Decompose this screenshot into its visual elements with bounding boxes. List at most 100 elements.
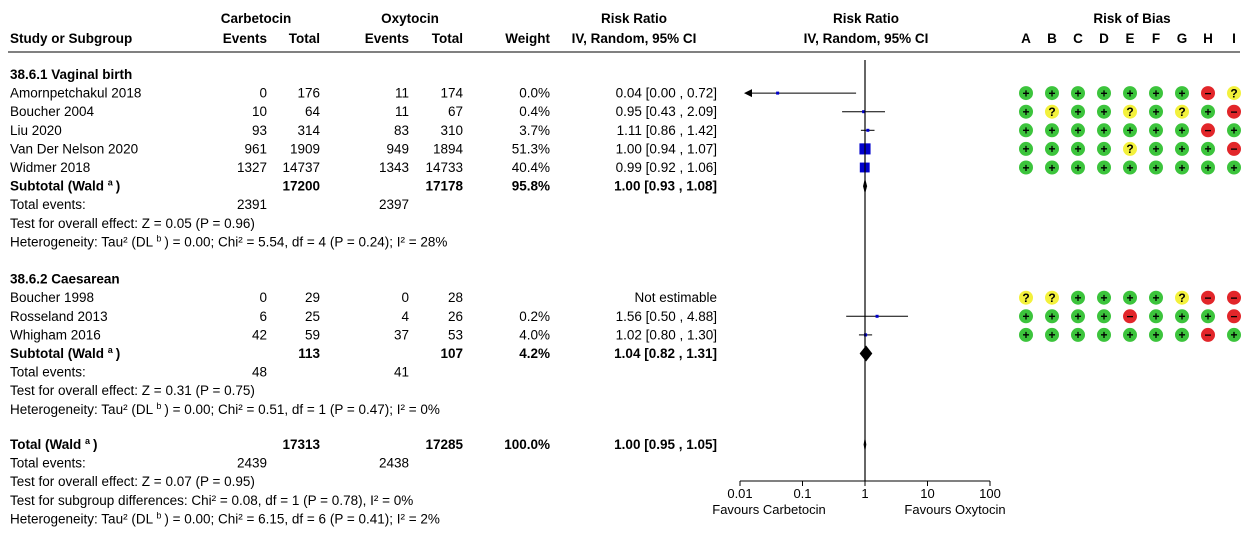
bias-judgement-low-icon: +: [1019, 309, 1033, 324]
bias-dot: [1201, 86, 1215, 101]
bias-dot: [1201, 141, 1215, 156]
total-events-label: Total events:: [10, 365, 86, 380]
bias-symbol: +: [1230, 124, 1237, 138]
bias-dot: [1175, 104, 1189, 119]
bias-judgement-low-icon: +: [1175, 123, 1189, 138]
bias-symbol: +: [1074, 105, 1081, 119]
carbetocin-total: 1909: [290, 141, 320, 156]
bias-dot: [1045, 141, 1059, 156]
bias-dot: [1175, 290, 1189, 305]
bias-symbol: +: [1048, 142, 1055, 156]
bias-judgement-unclear-icon: ?: [1019, 290, 1033, 305]
total-events-oxytocin: 2397: [379, 197, 409, 212]
bias-dot: [1019, 123, 1033, 138]
bias-judgement-low-icon: +: [1201, 160, 1215, 175]
bias-dot: [1097, 160, 1111, 175]
subtotal-ci: 1.04 [0.82 , 1.31]: [614, 346, 717, 361]
oxytocin-total: 310: [440, 123, 463, 138]
bias-judgement-low-icon: +: [1227, 160, 1241, 175]
bias-symbol: +: [1178, 142, 1185, 156]
bias-dot: [1201, 309, 1215, 324]
bias-dot: [1227, 327, 1241, 342]
bias-dot: [1071, 309, 1085, 324]
bias-judgement-low-icon: +: [1019, 86, 1033, 100]
subtotal-label-suffix: ): [116, 346, 121, 361]
oxytocin-events: 949: [386, 141, 409, 156]
study-weight: 3.7%: [519, 123, 550, 138]
bias-dot: [1071, 160, 1085, 175]
heterogeneity-stat: Heterogeneity: Tau² (DL b) = 0.00; Chi² …: [10, 401, 440, 417]
bias-letter-f: F: [1152, 31, 1160, 46]
bias-symbol: −: [1126, 310, 1133, 324]
bias-judgement-low-icon: +: [1123, 123, 1137, 138]
bias-judgement-low-icon: +: [1071, 141, 1085, 156]
subtotal-label-superscript: a: [108, 178, 114, 188]
bias-dot: [1097, 86, 1111, 101]
bias-symbol: +: [1178, 310, 1185, 324]
bias-judgement-low-icon: +: [1097, 104, 1111, 119]
total-weight: 100.0%: [504, 437, 550, 452]
oxytocin-total: 53: [448, 327, 463, 342]
bias-symbol: +: [1204, 161, 1211, 175]
bias-symbol: +: [1178, 86, 1185, 100]
overall-effect-test: Test for overall effect: Z = 0.31 (P = 0…: [10, 383, 255, 398]
total-events-carbetocin: 2391: [237, 197, 267, 212]
bias-symbol: ?: [1178, 105, 1185, 119]
plot-method: IV, Random, 95% CI: [804, 31, 929, 46]
study-ci: 1.00 [0.94 , 1.07]: [616, 141, 717, 156]
bias-judgement-low-icon: +: [1149, 86, 1163, 100]
subtotal-label: Subtotal (Wald a): [10, 345, 120, 361]
bias-judgement-low-icon: +: [1149, 327, 1163, 342]
bias-dot: [1149, 141, 1163, 156]
bias-dot: [1097, 104, 1111, 119]
bias-dot: [1227, 290, 1241, 305]
carbetocin-header: Carbetocin: [221, 11, 292, 26]
carbetocin-events: 42: [252, 327, 267, 342]
bias-letter-c: C: [1073, 31, 1083, 46]
weight-header: Weight: [505, 31, 550, 46]
bias-judgement-low-icon: +: [1123, 290, 1137, 305]
bias-symbol: +: [1022, 310, 1029, 324]
bias-judgement-high-icon: −: [1227, 290, 1241, 305]
carbetocin-events: 1327: [237, 160, 267, 175]
study-name: Amornpetchakul 2018: [10, 86, 141, 101]
total-carbetocin: 17313: [282, 437, 320, 452]
bias-judgement-low-icon: +: [1227, 123, 1241, 138]
risk-ratio-method: IV, Random, 95% CI: [572, 31, 697, 46]
bias-judgement-high-icon: −: [1201, 123, 1215, 138]
bias-dot: [1123, 86, 1137, 101]
risk-ratio-header: Risk Ratio: [601, 11, 667, 26]
study-ci: 0.04 [0.00 , 0.72]: [616, 86, 717, 101]
study-ci: 0.99 [0.92 , 1.06]: [616, 160, 717, 175]
study-ci: 1.02 [0.80 , 1.30]: [616, 327, 717, 342]
bias-judgement-unclear-icon: ?: [1045, 104, 1059, 119]
bias-dot: [1097, 309, 1111, 324]
carbetocin-total-header: Total: [289, 31, 320, 46]
bias-symbol: +: [1204, 105, 1211, 119]
subtotal-weight: 95.8%: [512, 179, 550, 194]
bias-dot: [1227, 86, 1241, 101]
bias-symbol: +: [1152, 124, 1159, 138]
bias-judgement-low-icon: +: [1045, 327, 1059, 342]
bias-dot: [1123, 123, 1137, 138]
bias-dot: [1227, 104, 1241, 119]
oxytocin-total: 26: [448, 309, 463, 324]
carbetocin-events: 93: [252, 123, 267, 138]
bias-judgement-low-icon: +: [1019, 327, 1033, 342]
oxytocin-events: 4: [401, 309, 409, 324]
bias-judgement-low-icon: +: [1071, 104, 1085, 119]
bias-dot: [1045, 104, 1059, 119]
oxytocin-events: 0: [401, 290, 409, 305]
bias-symbol: +: [1074, 124, 1081, 138]
subtotal-oxytocin-total: 107: [440, 346, 463, 361]
subtotal-oxytocin-total: 17178: [425, 179, 463, 194]
study-name: Van Der Nelson 2020: [10, 141, 138, 156]
bias-judgement-low-icon: +: [1149, 290, 1163, 305]
carbetocin-total: 176: [297, 86, 320, 101]
bias-judgement-high-icon: −: [1201, 86, 1215, 100]
total-oxytocin: 17285: [425, 437, 463, 452]
favours-oxytocin-label: Favours Oxytocin: [904, 502, 1005, 517]
bias-dot: [1019, 104, 1033, 119]
bias-symbol: −: [1230, 291, 1237, 305]
bias-dot: [1097, 123, 1111, 138]
